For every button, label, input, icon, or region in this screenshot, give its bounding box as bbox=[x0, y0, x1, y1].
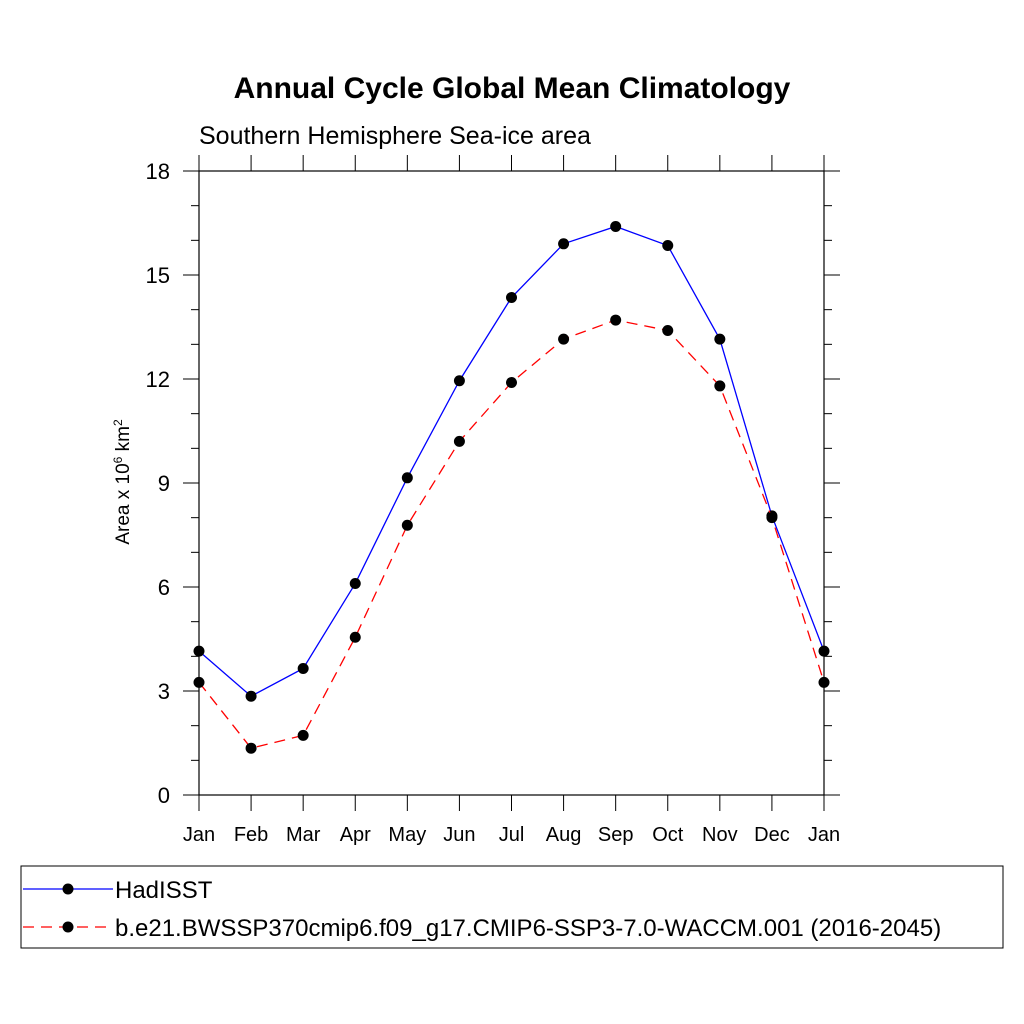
series-1-point-1 bbox=[245, 742, 257, 754]
xtick-label-3: Apr bbox=[340, 824, 371, 846]
series-0 bbox=[193, 220, 830, 702]
xtick-label-7: Aug bbox=[546, 824, 582, 846]
series-1-point-2 bbox=[297, 729, 309, 741]
legend-marker-0 bbox=[62, 883, 74, 895]
legend-marker-1 bbox=[62, 921, 74, 933]
series-1-point-8 bbox=[610, 314, 622, 326]
xtick-label-8: Sep bbox=[598, 824, 634, 846]
x-tick-labels: Jan Feb Mar Apr May Jun Jul Aug Sep Oct Nov Dec Jan bbox=[183, 824, 840, 846]
series-1 bbox=[193, 314, 830, 754]
y-axis-label: Area x 106 km2 bbox=[111, 419, 134, 545]
series-1-point-3 bbox=[349, 631, 361, 643]
chart-subtitle: Southern Hemisphere Sea-ice area bbox=[199, 122, 591, 150]
series-1-point-6 bbox=[506, 376, 517, 388]
ytick-label-4: 12 bbox=[146, 367, 170, 392]
legend-label-0: HadISST bbox=[115, 877, 213, 904]
axis-ticks bbox=[183, 155, 840, 811]
ytick-label-5: 15 bbox=[146, 263, 170, 288]
series-1-point-4 bbox=[401, 519, 413, 531]
xtick-label-5: Jun bbox=[443, 824, 475, 846]
ytick-label-1: 3 bbox=[158, 679, 170, 704]
xtick-label-4: May bbox=[388, 824, 426, 846]
ytick-label-0: 0 bbox=[158, 783, 170, 808]
chart-title: Annual Cycle Global Mean Climatology bbox=[234, 72, 791, 105]
series-0-point-2 bbox=[297, 662, 309, 674]
series-1-point-7 bbox=[558, 333, 570, 345]
series-1-point-10 bbox=[714, 380, 726, 392]
series-1-point-5 bbox=[453, 435, 465, 447]
legend: HadISST b.e21.BWSSP370cmip6.f09_g17.CMIP6… bbox=[23, 877, 941, 942]
series-1-point-9 bbox=[662, 324, 674, 336]
xtick-label-9: Oct bbox=[652, 824, 684, 846]
xtick-label-0: Jan bbox=[183, 824, 215, 846]
series-0-point-7 bbox=[558, 238, 570, 250]
ytick-label-6: 18 bbox=[146, 159, 170, 184]
legend-label-1: b.e21.BWSSP370cmip6.f09_g17.CMIP6-SSP3-7… bbox=[115, 915, 941, 942]
series-0-point-4 bbox=[401, 472, 413, 484]
ytick-label-3: 9 bbox=[158, 471, 170, 496]
series-0-point-10 bbox=[714, 333, 726, 345]
series-0-point-5 bbox=[453, 375, 465, 387]
xtick-label-11: Dec bbox=[754, 824, 790, 846]
series-0-point-6 bbox=[506, 292, 517, 304]
ytick-label-2: 6 bbox=[158, 575, 170, 600]
xtick-label-2: Mar bbox=[286, 824, 321, 846]
xtick-label-1: Feb bbox=[234, 824, 268, 846]
series-0-point-9 bbox=[662, 240, 674, 252]
series-1-point-11 bbox=[766, 512, 778, 524]
series-layer bbox=[193, 220, 830, 754]
legend-box bbox=[20, 865, 1004, 949]
xtick-label-10: Nov bbox=[702, 824, 738, 846]
series-0-point-1 bbox=[245, 690, 257, 702]
series-0-point-3 bbox=[349, 578, 361, 590]
plot-frame bbox=[198, 170, 825, 796]
xtick-label-12: Jan bbox=[808, 824, 840, 846]
series-0-point-8 bbox=[610, 220, 622, 232]
y-tick-labels: 0 3 6 9 12 15 18 bbox=[146, 159, 170, 808]
xtick-label-6: Jul bbox=[499, 824, 525, 846]
